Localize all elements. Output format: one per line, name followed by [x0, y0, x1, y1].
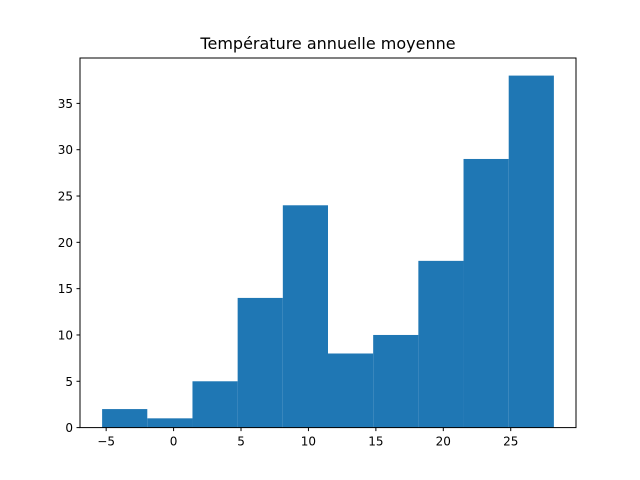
y-axis: 0 5 10 15 20 25 30 35	[58, 97, 80, 435]
histogram-bar	[147, 418, 193, 428]
histogram-bar	[192, 381, 238, 428]
y-tick-label: 5	[65, 375, 73, 389]
y-tick-label: 15	[58, 282, 73, 296]
x-tick-label: 10	[301, 435, 316, 449]
chart-title: Température annuelle moyenne	[199, 34, 455, 53]
y-tick-label: 30	[58, 143, 73, 157]
histogram-bar	[102, 409, 148, 428]
x-tick-label: −5	[97, 435, 115, 449]
histogram-bar	[282, 205, 328, 428]
histogram-bar	[328, 353, 374, 428]
y-tick-label: 20	[58, 236, 73, 250]
histogram-bar	[508, 75, 554, 428]
x-tick-label: 5	[237, 435, 245, 449]
x-tick-label: 0	[170, 435, 178, 449]
y-tick-label: 35	[58, 97, 73, 111]
x-tick-label: 25	[503, 435, 518, 449]
histogram-bar	[463, 158, 509, 428]
histogram-bar	[237, 297, 283, 428]
y-tick-label: 25	[58, 190, 73, 204]
bars-group	[102, 75, 554, 428]
histogram-bar	[418, 260, 464, 428]
y-tick-label: 10	[58, 328, 73, 342]
histogram-bar	[373, 334, 419, 428]
y-tick-label: 0	[65, 421, 73, 435]
x-tick-label: 15	[368, 435, 383, 449]
x-axis: −5 0 5 10 15 20 25	[97, 427, 518, 449]
x-tick-label: 20	[436, 435, 451, 449]
